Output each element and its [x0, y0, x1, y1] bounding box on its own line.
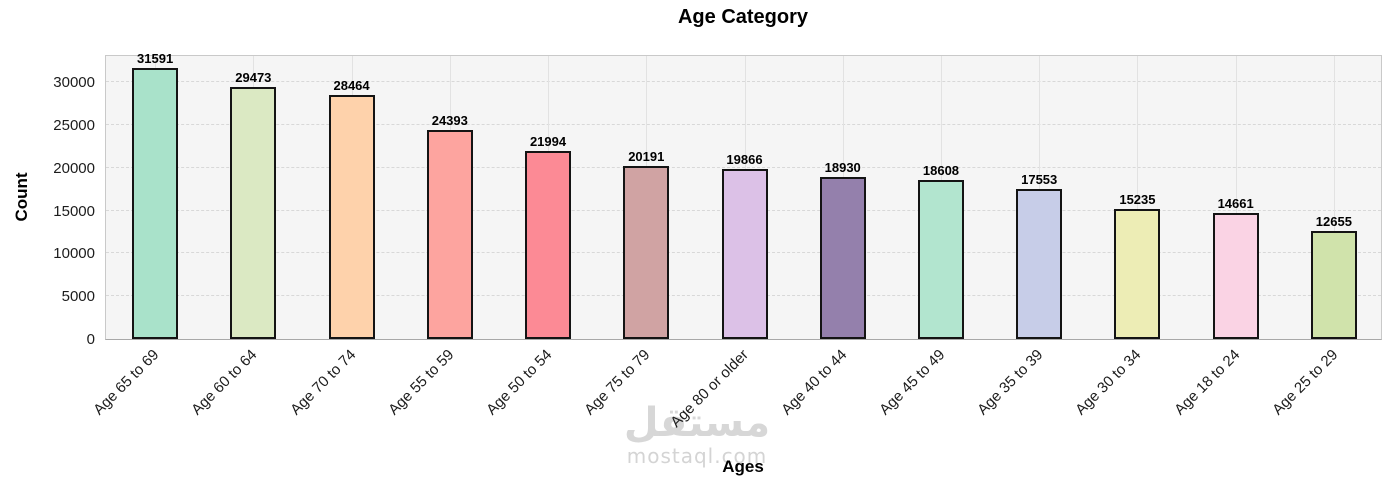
v-gridline [1333, 56, 1335, 339]
h-gridline [106, 81, 1381, 83]
bar-value-label: 21994 [529, 133, 567, 149]
bar-value-label: 12655 [1315, 213, 1352, 229]
bar-age-75-to-79 [623, 166, 670, 339]
bar-age-18-to-24 [1212, 213, 1259, 339]
h-gridline [106, 166, 1381, 168]
bar-age-25-to-29 [1310, 230, 1357, 339]
bar-age-30-to-34 [1114, 208, 1161, 339]
x-tick-label: Age 18 to 24 [1170, 346, 1243, 419]
x-tick-label: Age 60 to 64 [188, 346, 261, 419]
y-tick-label: 10000 [53, 245, 95, 263]
v-gridline [1235, 56, 1237, 339]
x-tick-label: Age 80 or older [667, 346, 752, 431]
bar-value-label: 29473 [235, 69, 272, 85]
bar-age-65-to-69 [132, 68, 179, 339]
bar-value-label: 20191 [628, 149, 665, 165]
bar-value-label: 31591 [137, 51, 174, 67]
bar-age-35-to-39 [1016, 188, 1063, 339]
x-tick-label: Age 45 to 49 [876, 346, 949, 419]
x-tick-label: Age 75 to 79 [581, 346, 654, 419]
y-tick-label: 25000 [53, 116, 95, 134]
x-tick-label: Age 35 to 39 [974, 346, 1047, 419]
bar-value-label: 24393 [431, 113, 468, 129]
y-tick-label: 0 [86, 331, 95, 348]
x-tick-label: Age 30 to 34 [1072, 346, 1145, 419]
bar-age-50-to-54 [525, 150, 572, 339]
x-tick-label: Age 55 to 59 [384, 346, 458, 419]
bar-value-label: 14661 [1217, 196, 1254, 212]
bar-value-label: 28464 [333, 78, 370, 94]
bar-age-40-to-44 [819, 176, 866, 339]
y-tick-label: 15000 [53, 202, 95, 220]
bar-age-80-or-older [721, 168, 768, 339]
bar-value-label: 15235 [1119, 191, 1156, 207]
y-tick-label: 5000 [61, 288, 95, 306]
chart-title: Age Category [677, 6, 809, 28]
plot-area: 31591 29473 28464 24393 21994 20191 19866 18930… [105, 51, 1382, 340]
bar-value-label: 18930 [824, 159, 861, 175]
x-axis-label: Ages [722, 457, 764, 476]
bar-value-label: 18608 [922, 162, 960, 178]
h-gridline [106, 123, 1381, 125]
bar-value-label: 19866 [726, 151, 763, 167]
x-tick-label: Age 40 to 44 [777, 346, 851, 419]
bar-age-45-to-49 [917, 179, 964, 339]
x-tick-label: Age 65 to 69 [90, 346, 163, 419]
x-tick-label: Age 70 to 74 [286, 346, 359, 419]
bar-age-70-to-74 [328, 95, 375, 339]
v-gridline [1137, 56, 1139, 339]
y-tick-label: 30000 [53, 74, 95, 91]
x-tick-label: Age 50 to 54 [483, 346, 556, 419]
bar-age-60-to-64 [230, 86, 277, 339]
y-tick-label: 20000 [53, 159, 95, 177]
x-tick-label: Age 25 to 29 [1269, 346, 1342, 419]
bar-value-label: 17553 [1021, 171, 1058, 187]
bar-age-55-to-59 [426, 130, 473, 339]
